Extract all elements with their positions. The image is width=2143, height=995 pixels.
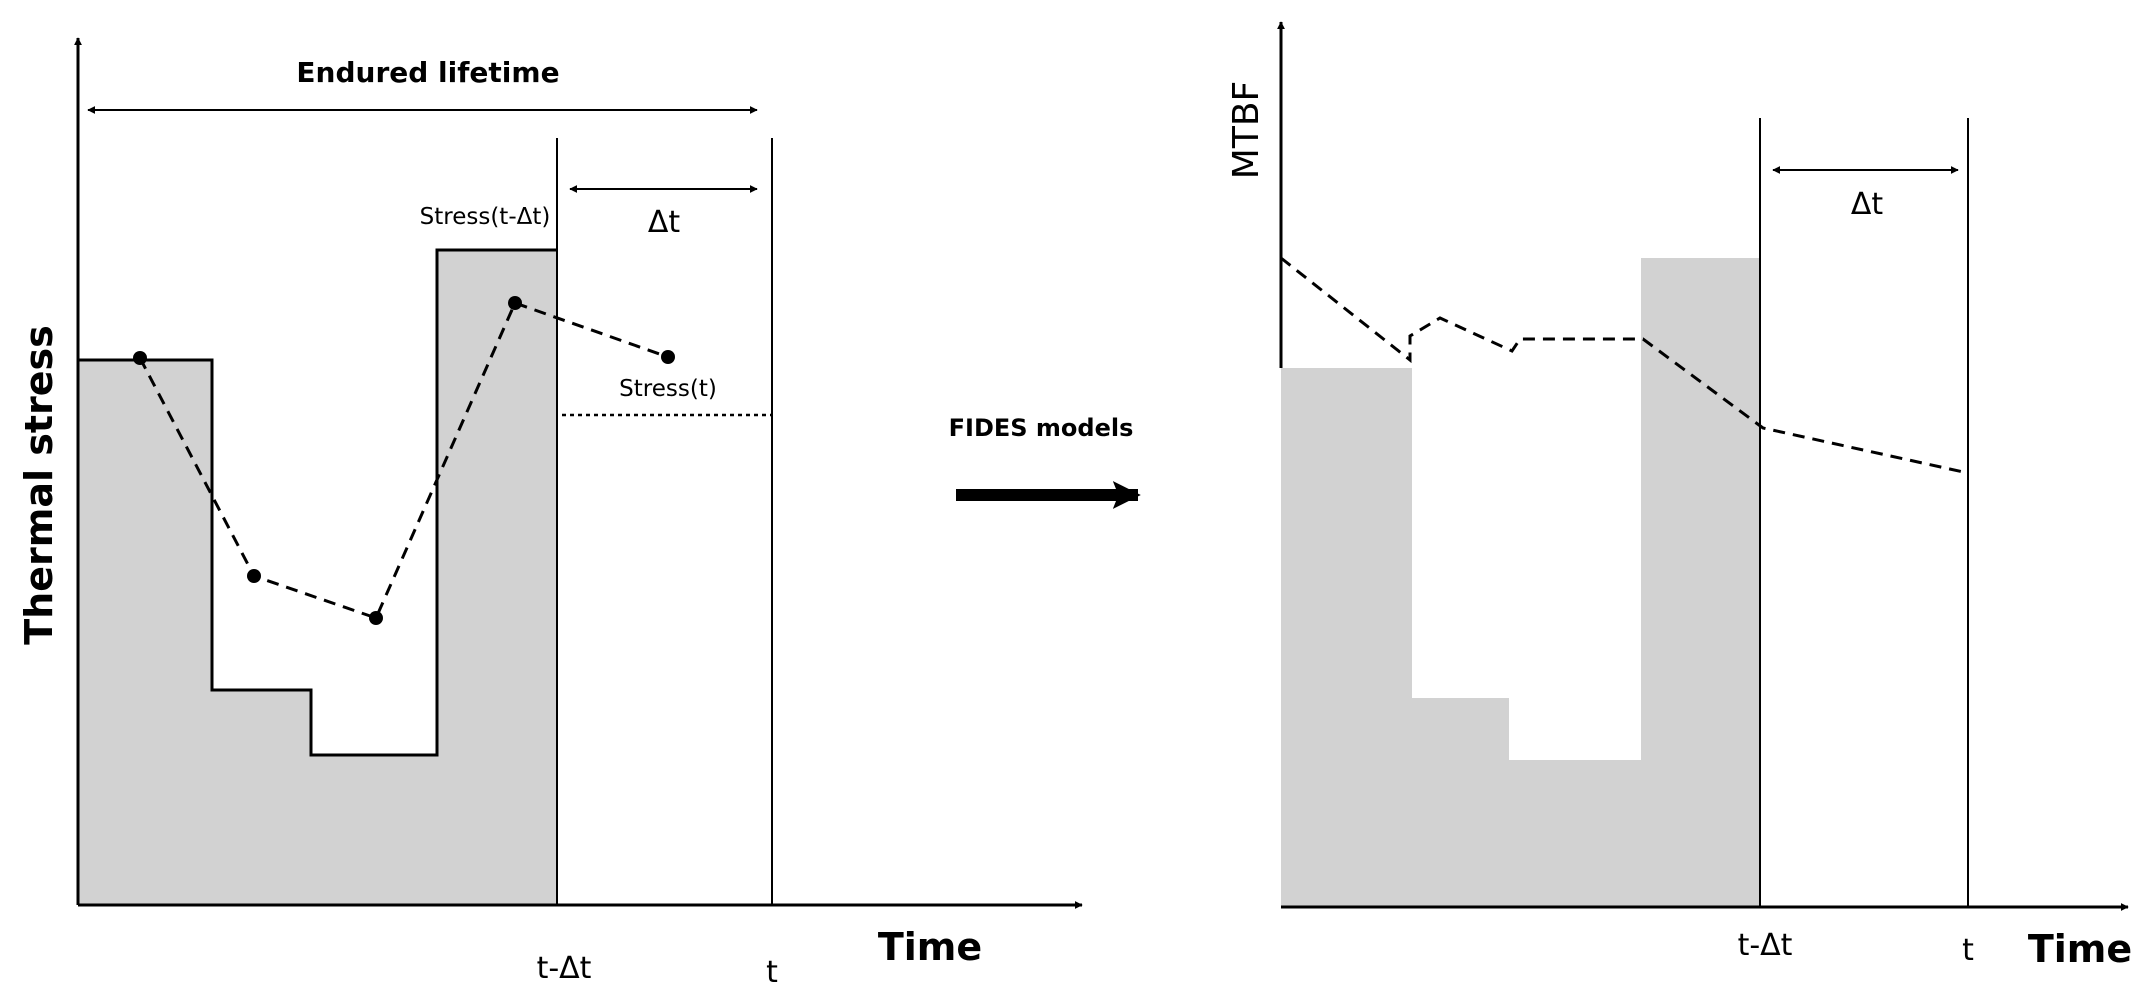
stress-area-right [1281,258,1760,907]
endured-lifetime-label: Endured lifetime [296,56,559,89]
delta-t-label-right: Δt [1851,187,1884,222]
fides-models-label: FIDES models [949,414,1134,442]
stress-point [133,351,147,365]
stress-now-label: Stress(t) [619,376,717,402]
mtbf-trend-line [1280,256,1969,475]
x-axis-label-right: Time [2028,927,2132,971]
stress-point [369,611,383,625]
tick-t-minus-dt-right: t-Δt [1738,928,1793,963]
right-panel: Δt MTBF Time t-Δt t [1226,21,2132,971]
fides-transition: FIDES models [949,414,1141,509]
left-panel: Endured lifetime Δt Stress(t-Δt) Stress(… [17,37,1083,990]
stress-prev-label: Stress(t-Δt) [420,204,551,230]
y-axis-label-right: MTBF [1226,81,1267,179]
tick-t-right: t [1962,933,1974,968]
tick-t: t [766,955,778,990]
delta-t-label: Δt [648,205,681,240]
tick-t-minus-dt: t-Δt [537,951,592,986]
stress-point [661,350,675,364]
stress-point [508,296,522,310]
stress-step-line [78,248,557,757]
stress-trend-line [138,301,669,620]
stress-point [247,569,261,583]
stress-area [78,250,557,905]
x-axis-label: Time [878,925,982,969]
y-axis-label: Thermal stress [17,325,61,645]
